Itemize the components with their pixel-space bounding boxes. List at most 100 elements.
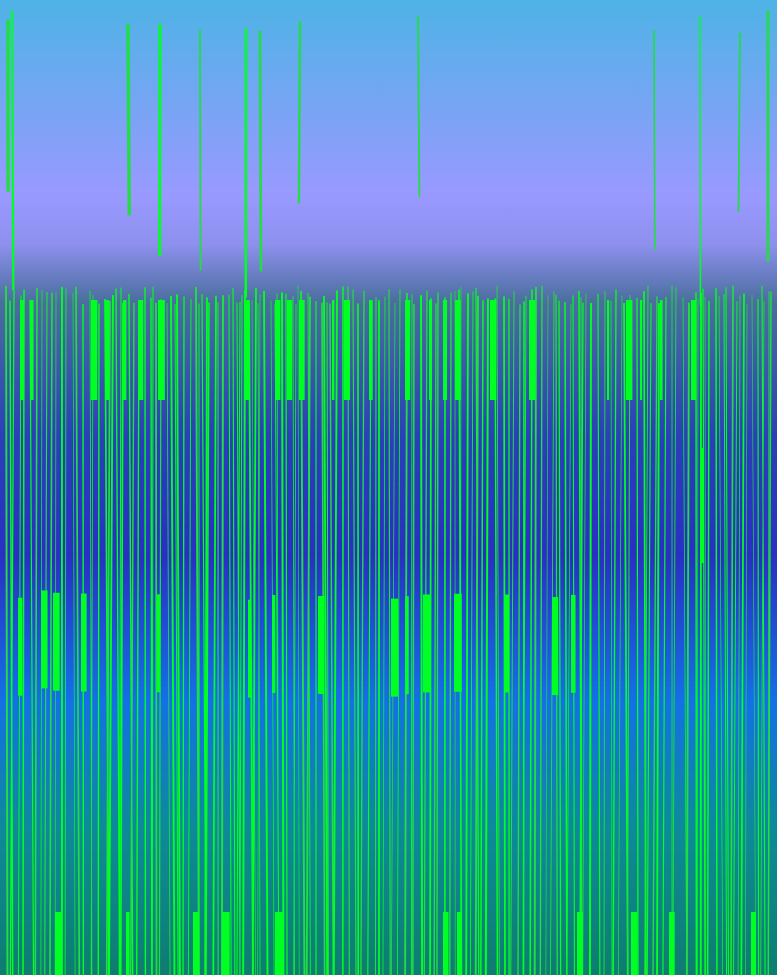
stroke-line (522, 295, 527, 975)
stroke-line (9, 300, 14, 975)
stroke-line (672, 287, 677, 975)
block-bar (607, 300, 610, 400)
stroke-line (29, 300, 35, 975)
stroke-line (579, 302, 584, 975)
stroke-line (533, 286, 537, 975)
block-bar (157, 594, 161, 693)
block-bar (455, 300, 461, 400)
stroke-line (388, 289, 391, 975)
stroke-line (644, 285, 649, 975)
stroke-line (723, 294, 728, 975)
stroke-line (182, 296, 185, 975)
block-bar (287, 300, 293, 400)
stroke-line (706, 301, 710, 975)
stroke-line (220, 295, 224, 975)
block-bar (571, 594, 576, 693)
stroke-line (704, 296, 707, 975)
block-bar (700, 448, 704, 563)
stroke-line (108, 295, 114, 975)
stroke-line (623, 302, 629, 975)
stroke-line (242, 289, 246, 975)
stroke-line (297, 285, 300, 975)
stroke-line (72, 292, 76, 975)
stroke-line (136, 302, 140, 975)
spike-line (258, 30, 263, 272)
stroke-line (496, 285, 500, 975)
spike-line (297, 21, 302, 204)
stroke-line (150, 297, 153, 975)
block-bar (391, 598, 399, 697)
block-bar (318, 595, 325, 694)
stroke-line (195, 286, 200, 975)
spike-line (653, 29, 656, 251)
block-bar (18, 597, 23, 696)
stroke-line (257, 294, 261, 975)
stroke-line (740, 293, 745, 975)
stroke-line (517, 304, 521, 975)
block-bar (91, 300, 98, 400)
spike-line (126, 23, 131, 216)
block-bar (405, 300, 411, 400)
block-bar (344, 300, 351, 400)
stroke-line (494, 298, 499, 975)
stroke-line (166, 303, 171, 975)
stroke-line (469, 291, 474, 975)
stroke-line (232, 287, 236, 975)
stroke-line (566, 304, 572, 975)
stroke-line (539, 285, 543, 975)
spike-line (737, 32, 741, 212)
block-bar (454, 593, 462, 692)
block-bar (245, 300, 250, 400)
stroke-line (205, 302, 210, 975)
stroke-line (174, 304, 179, 975)
stroke-line (412, 303, 415, 975)
stroke-line (588, 302, 592, 975)
stroke-line (626, 295, 631, 975)
block-bar (248, 599, 252, 698)
stroke-line (129, 302, 135, 975)
stroke-line (436, 292, 439, 975)
stroke-line (64, 288, 67, 975)
stroke-line (276, 293, 279, 975)
stroke-line (433, 303, 437, 975)
stroke-line (578, 291, 583, 975)
stroke-line (151, 286, 154, 975)
block-bar (443, 912, 449, 975)
stroke-line (204, 297, 208, 975)
stroke-line (480, 300, 484, 975)
stroke-line (263, 290, 269, 975)
block-bar (529, 300, 536, 400)
block-bar (20, 300, 25, 400)
stroke-line (239, 295, 243, 975)
stroke-line (617, 295, 623, 975)
stroke-line (646, 303, 652, 975)
stroke-line (170, 295, 176, 975)
block-bar (138, 300, 144, 400)
stroke-line (420, 295, 424, 975)
stroke-line (465, 293, 469, 975)
stroke-line (75, 286, 81, 975)
stroke-line (510, 291, 515, 975)
stroke-line (329, 303, 334, 975)
stroke-line (757, 299, 760, 975)
block-bar (41, 590, 48, 689)
stroke-line (97, 303, 100, 975)
stroke-line (612, 289, 617, 975)
stroke-line (119, 302, 124, 975)
spike-line (10, 10, 15, 291)
stroke-line (767, 291, 772, 975)
block-bar (30, 300, 34, 400)
stroke-line (347, 286, 350, 975)
stroke-line (730, 285, 734, 975)
stroke-line (285, 293, 288, 975)
stroke-line (652, 296, 658, 975)
stroke-line (429, 298, 432, 975)
block-bar (552, 597, 559, 696)
block-bar (81, 593, 87, 692)
stroke-line (761, 285, 766, 975)
stroke-line (323, 295, 329, 975)
stroke-line (236, 301, 241, 975)
block-bar (55, 912, 62, 975)
